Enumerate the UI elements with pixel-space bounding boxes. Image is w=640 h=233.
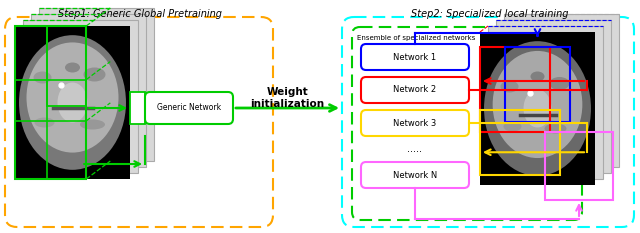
Text: Network 3: Network 3 (394, 119, 436, 127)
Text: Step1: Generic Global Pretraining: Step1: Generic Global Pretraining (58, 9, 222, 19)
Bar (23, 20, 138, 173)
FancyBboxPatch shape (361, 44, 469, 70)
Bar (39, 8, 154, 161)
Ellipse shape (80, 120, 105, 130)
Text: Network N: Network N (393, 171, 437, 179)
Text: Ensemble of specialized networks: Ensemble of specialized networks (357, 35, 476, 41)
Bar (31, 14, 146, 167)
Ellipse shape (35, 117, 54, 127)
Ellipse shape (524, 89, 552, 127)
Bar (480, 32, 595, 185)
FancyBboxPatch shape (361, 77, 469, 103)
Bar (505, 47, 570, 122)
Bar (47, 26, 86, 106)
Bar (480, 47, 550, 132)
FancyBboxPatch shape (145, 92, 233, 124)
Bar (15, 26, 130, 179)
Ellipse shape (65, 62, 80, 72)
Text: Network 1: Network 1 (394, 52, 436, 62)
Ellipse shape (550, 77, 570, 90)
FancyBboxPatch shape (361, 162, 469, 188)
Ellipse shape (58, 82, 88, 123)
Text: Generic Network: Generic Network (157, 103, 221, 113)
Text: Step2: Specialized local training: Step2: Specialized local training (412, 9, 569, 19)
Ellipse shape (545, 123, 566, 134)
Bar (504, 14, 619, 167)
Ellipse shape (500, 80, 518, 93)
Ellipse shape (531, 72, 545, 82)
Ellipse shape (493, 51, 582, 158)
Ellipse shape (19, 35, 126, 170)
Bar (496, 20, 611, 173)
Ellipse shape (484, 41, 591, 176)
Ellipse shape (26, 42, 118, 153)
FancyBboxPatch shape (361, 110, 469, 136)
Text: Weight
initialization: Weight initialization (250, 87, 324, 109)
Bar (15, 26, 86, 179)
Ellipse shape (504, 121, 522, 131)
Ellipse shape (83, 68, 106, 82)
Text: Network 2: Network 2 (394, 86, 436, 95)
Bar (480, 110, 560, 175)
Bar (545, 132, 613, 200)
Text: .....: ..... (408, 144, 422, 154)
Bar (130, 92, 145, 124)
Ellipse shape (33, 72, 51, 83)
Bar (488, 26, 603, 179)
